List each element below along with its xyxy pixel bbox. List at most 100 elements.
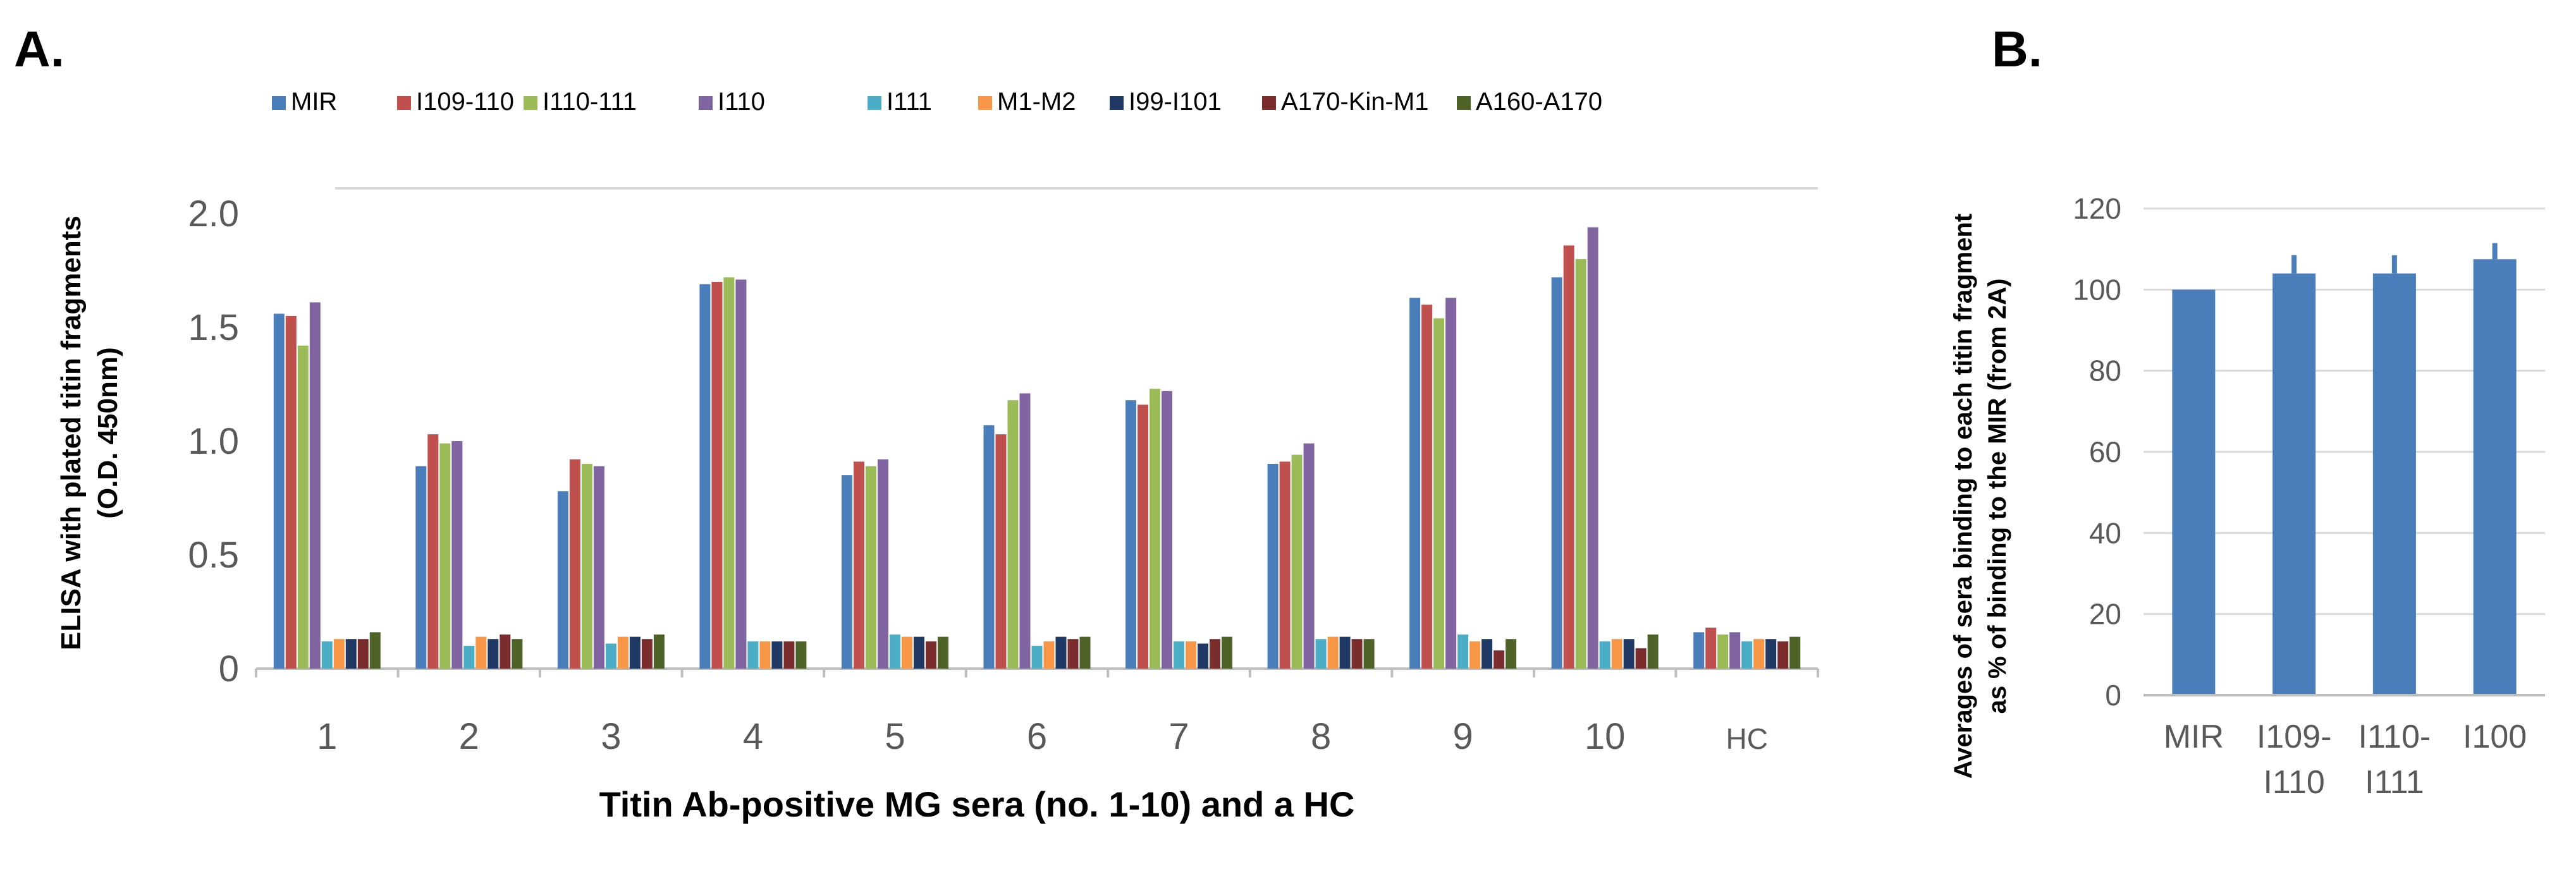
bar (1635, 648, 1647, 669)
bar (1693, 632, 1705, 669)
bar (475, 636, 487, 669)
bar (557, 491, 568, 669)
bar (345, 639, 357, 669)
legend-swatch (524, 96, 537, 110)
panel-a-y-tick-label: 0.5 (188, 535, 239, 576)
panel-a-x-tick-label: 2 (459, 716, 479, 757)
bar (500, 635, 511, 669)
bar (937, 636, 948, 669)
bar (333, 639, 345, 669)
bar (901, 636, 912, 669)
bar (427, 434, 439, 669)
legend-label: I110-111 (543, 88, 637, 116)
panel-b-y-tick-label: 40 (2089, 516, 2121, 549)
panel-b-x-tick-label: I111 (2365, 764, 2424, 801)
panel-b-x-tick-label: I110 (2263, 764, 2324, 801)
bar (983, 425, 995, 669)
legend-label: A160-A170 (1476, 88, 1602, 116)
panel-a-y-tick-label: 1.5 (188, 307, 239, 348)
bar (877, 459, 888, 669)
bar (2372, 273, 2416, 696)
bar (357, 639, 369, 669)
legend-label: M1-M2 (997, 88, 1076, 116)
bar (783, 641, 795, 669)
bar (1647, 635, 1659, 669)
bar (925, 641, 936, 669)
bar (1741, 641, 1753, 669)
bar (1351, 639, 1363, 669)
bar (1575, 259, 1586, 669)
panel-b-label: B. (1992, 21, 2042, 77)
panel-a-y-ticks: 0 0.5 1.0 1.5 2.0 (188, 193, 239, 689)
bar (1125, 400, 1137, 669)
bar (309, 302, 321, 669)
panel-b-x-tick-label: I100 (2463, 719, 2527, 755)
panel-b-y-tick-label: 120 (2073, 192, 2121, 225)
bar (1563, 245, 1574, 669)
legend-swatch (1110, 96, 1124, 110)
bar (1222, 636, 1233, 669)
bar (1717, 635, 1729, 669)
bar (711, 282, 723, 669)
panel-b-y-tick-label: 0 (2105, 679, 2121, 712)
bar (1339, 636, 1351, 669)
bar (1705, 628, 1717, 669)
legend-label: MIR (291, 88, 337, 116)
panel-b-x-tick-label: MIR (2164, 719, 2224, 755)
bar (1186, 641, 1197, 669)
bar (1315, 639, 1327, 669)
legend-label: I110 (718, 88, 765, 116)
bar (759, 641, 771, 669)
bar (889, 635, 900, 669)
bar (488, 639, 499, 669)
bar (699, 284, 711, 669)
bar (273, 313, 285, 669)
bar (1551, 277, 1562, 669)
panel-a-x-tick-label: 4 (743, 716, 763, 757)
bar (1150, 389, 1161, 669)
panel-a-bars (273, 227, 1801, 669)
bar (1162, 391, 1173, 669)
legend-swatch (1457, 96, 1471, 110)
legend-swatch (272, 96, 286, 110)
bar (1433, 318, 1445, 669)
bar (2272, 273, 2316, 696)
legend-label: I99-I101 (1129, 88, 1222, 116)
legend-swatch (1262, 96, 1276, 110)
bar (1363, 639, 1375, 669)
bar (1291, 454, 1303, 669)
panel-b-bars (2172, 243, 2517, 696)
panel-a-x-ticks: 1 2 3 4 5 6 7 8 9 10 HC (255, 669, 1819, 757)
panel-a-label: A. (14, 21, 64, 77)
bar (1019, 393, 1031, 669)
legend-label: A170-Kin-M1 (1281, 88, 1428, 116)
bar (795, 641, 807, 669)
bar (1279, 461, 1291, 669)
bar (463, 646, 475, 669)
bar (1587, 227, 1598, 669)
panel-a-y-tick-label: 1.0 (188, 421, 239, 462)
bar (1753, 639, 1765, 669)
panel-a-ylabel-line1: ELISA with plated titin fragments (56, 216, 87, 650)
panel-a-x-tick-label: 6 (1027, 716, 1047, 757)
bar (841, 475, 852, 669)
panel-a-y-axis-title: ELISA with plated titin fragments (O.D. … (56, 216, 123, 650)
bar (1007, 400, 1019, 669)
bar (1174, 641, 1185, 669)
bar (1599, 641, 1610, 669)
panel-a-x-tick-label: HC (1726, 722, 1768, 755)
panel-a-x-tick-label: 7 (1168, 716, 1189, 757)
panel-b-y-tick-label: 100 (2073, 273, 2121, 306)
bar (369, 632, 381, 669)
panel-a-y-tick-label: 2.0 (188, 193, 239, 234)
legend-swatch (978, 96, 992, 110)
panel-b-x-tick-label: I110- (2358, 719, 2431, 755)
bar (1031, 646, 1043, 669)
legend-label: I109-110 (416, 88, 514, 116)
bar (1198, 643, 1209, 669)
bar (1445, 298, 1457, 669)
legend-swatch (699, 96, 713, 110)
panel-a-x-tick-label: 5 (885, 716, 905, 757)
bar (285, 316, 297, 669)
